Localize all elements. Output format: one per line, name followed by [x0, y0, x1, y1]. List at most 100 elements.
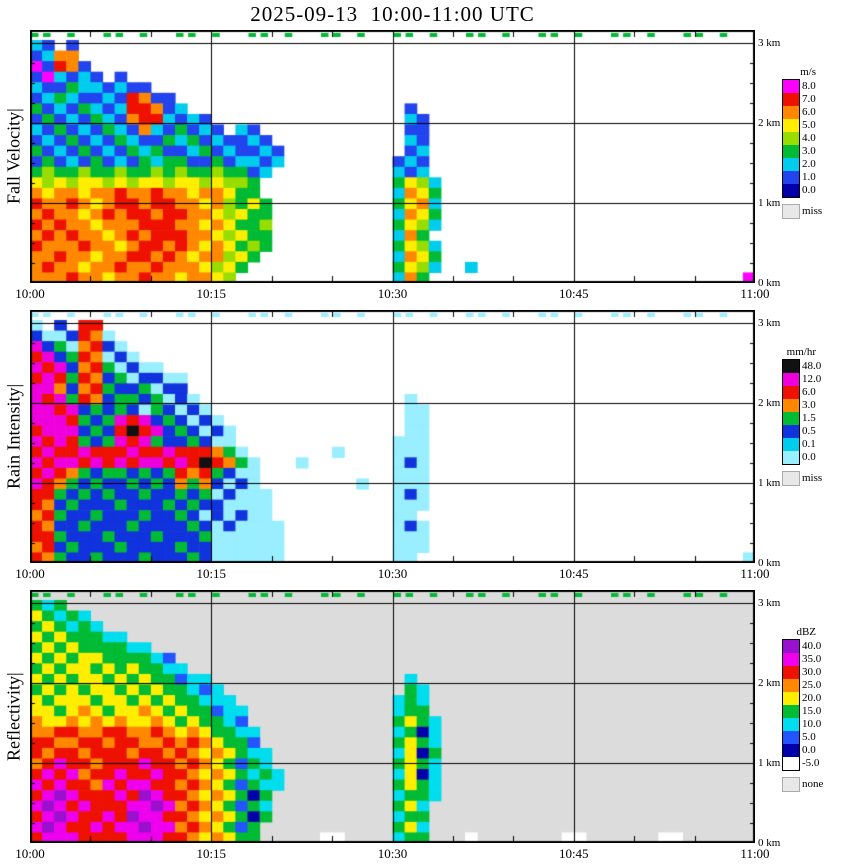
legend-cell [783, 158, 799, 171]
height-axis-labels: 3 km 2 km 1 km 0 km [758, 310, 784, 570]
legend-cell [783, 80, 799, 93]
reflectivity-colorbar [782, 639, 800, 771]
legend-cell [783, 412, 799, 425]
height-axis-labels: 3 km 2 km 1 km 0 km [758, 590, 784, 850]
legend-cell [783, 106, 799, 119]
legend-value-label: 8.0 [802, 80, 816, 92]
fall-velocity-panel: Fall Velocity| 10:00 10:15 10:30 10:45 11:00… [0, 30, 850, 340]
x-tick-label: 10:00 [15, 846, 45, 861]
x-tick-label: 10:30 [377, 566, 408, 581]
legend-cell [783, 451, 799, 464]
height-tick-label: 2 km [758, 677, 781, 689]
legend-cell [783, 705, 799, 718]
colorbar-missing-cell [782, 471, 800, 486]
rain-intensity-colorbar [782, 359, 800, 465]
colorbar-units-label: mm/hr [786, 346, 816, 358]
legend-value-label: 4.0 [802, 132, 816, 144]
legend-cell [783, 692, 799, 705]
reflectivity-axis-label: Reflectivity| [3, 672, 24, 761]
legend-cell [783, 171, 799, 184]
height-tick-label: 0 km [758, 277, 781, 289]
legend-cell [783, 93, 799, 106]
rain-intensity-plot-area [30, 310, 755, 563]
legend-cell [783, 757, 799, 770]
legend-value-label: 3.0 [802, 145, 816, 157]
chart-title: 2025-09-13 10:00-11:00 UTC [250, 2, 535, 26]
rain-intensity-panel: Rain Intensity| 10:00 10:15 10:30 10:45 11:0… [0, 310, 850, 620]
legend-value-label: 48.0 [802, 360, 822, 372]
legend-value-label: 1.0 [802, 171, 816, 183]
height-tick-label: 1 km [758, 757, 781, 769]
legend-value-label: 6.0 [802, 386, 816, 398]
legend-value-label: 0.1 [802, 438, 816, 450]
legend-value-label: 5.0 [802, 119, 816, 131]
height-tick-label: 3 km [758, 317, 781, 329]
x-tick-label: 10:15 [196, 566, 227, 581]
height-tick-label: 3 km [758, 37, 781, 49]
fall-velocity-axis-label: Fall Velocity| [3, 108, 24, 205]
legend-cell [783, 718, 799, 731]
x-tick-label: 10:30 [377, 846, 408, 861]
legend-value-label: 7.0 [802, 93, 816, 105]
reflectivity-heatmap-canvas [30, 590, 755, 843]
x-tick-label: 11:00 [740, 566, 770, 581]
legend-cell [783, 640, 799, 653]
legend-value-label: 5.0 [802, 731, 816, 743]
legend-value-label: 20.0 [802, 692, 822, 704]
height-tick-label: 1 km [758, 197, 781, 209]
x-tick-label: 10:15 [196, 846, 227, 861]
legend-value-label: 12.0 [802, 373, 822, 385]
x-tick-label: 10:45 [558, 566, 589, 581]
legend-cell [783, 184, 799, 197]
legend-value-label: 30.0 [802, 666, 822, 678]
time-axis-ticks: 10:00 10:15 10:30 10:45 11:00 [15, 286, 769, 302]
legend-value-label: 2.0 [802, 158, 816, 170]
legend-cell [783, 425, 799, 438]
height-tick-label: 0 km [758, 837, 781, 849]
legend-value-label: 3.0 [802, 399, 816, 411]
legend-value-label: 10.0 [802, 718, 822, 730]
legend-value-label: 6.0 [802, 106, 816, 118]
legend-cell [783, 653, 799, 666]
legend-cell [783, 132, 799, 145]
colorbar-units-label: m/s [800, 66, 816, 78]
colorbar-missing-cell [782, 204, 800, 219]
legend-value-label: 0.5 [802, 425, 816, 437]
x-tick-label: 10:45 [558, 846, 589, 861]
height-tick-label: 2 km [758, 397, 781, 409]
legend-cell [783, 438, 799, 451]
colorbar-missing-cell [782, 777, 800, 792]
rain-intensity-heatmap-canvas [30, 310, 755, 563]
legend-cell [783, 666, 799, 679]
reflectivity-panel: Reflectivity| 10:00 10:15 10:30 10:45 11:00 … [0, 590, 850, 868]
x-tick-label: 11:00 [740, 286, 770, 301]
x-tick-label: 10:00 [15, 286, 45, 301]
legend-value-label: 35.0 [802, 653, 822, 665]
legend-value-label: 15.0 [802, 705, 822, 717]
legend-cell [783, 386, 799, 399]
x-tick-label: 10:15 [196, 286, 227, 301]
colorbar-missing-label: miss [802, 472, 823, 484]
legend-value-label: 25.0 [802, 679, 822, 691]
rain-intensity-axis-label: Rain Intensity| [3, 383, 24, 490]
height-axis-labels: 3 km 2 km 1 km 0 km [758, 30, 784, 290]
x-tick-label: 10:30 [377, 286, 408, 301]
fall-velocity-heatmap-canvas [30, 30, 755, 283]
x-tick-label: 10:45 [558, 286, 589, 301]
colorbar-missing-label: none [802, 778, 824, 790]
legend-value-label: -5.0 [802, 757, 820, 769]
x-tick-label: 11:00 [740, 846, 770, 861]
height-tick-label: 1 km [758, 477, 781, 489]
legend-value-label: 1.5 [802, 412, 816, 424]
height-tick-label: 2 km [758, 117, 781, 129]
colorbar-units-label: dBZ [796, 626, 816, 638]
height-tick-label: 3 km [758, 597, 781, 609]
time-axis-ticks: 10:00 10:15 10:30 10:45 11:00 [15, 846, 769, 862]
time-axis-ticks: 10:00 10:15 10:30 10:45 11:00 [15, 566, 769, 582]
legend-value-label: 0.0 [802, 451, 816, 463]
legend-cell [783, 373, 799, 386]
legend-cell [783, 679, 799, 692]
legend-value-label: 0.0 [802, 184, 816, 196]
height-tick-label: 0 km [758, 557, 781, 569]
